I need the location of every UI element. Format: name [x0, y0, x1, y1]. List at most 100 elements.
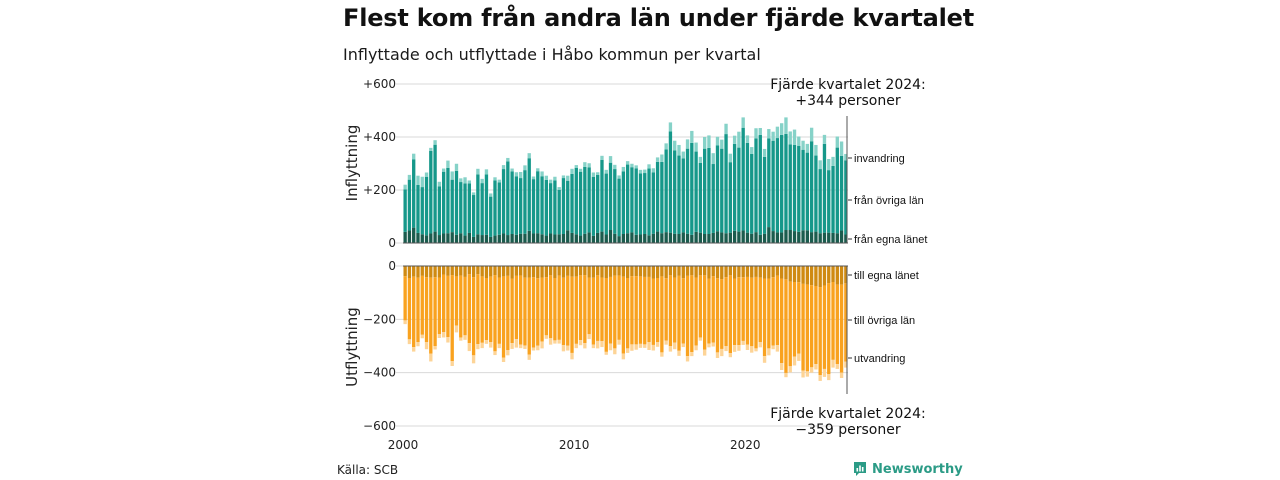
bar-segment [591, 266, 596, 278]
bar-segment [561, 178, 566, 234]
bar-segment [797, 136, 801, 147]
bar-segment [433, 231, 437, 243]
bar-segment [767, 138, 771, 228]
annotation-value: +344 personer [795, 93, 901, 109]
bar-segment [510, 343, 514, 349]
bar-segment [741, 266, 745, 278]
bar-segment [698, 232, 703, 243]
bar-segment [754, 276, 758, 349]
bar-segment [501, 357, 506, 362]
bar-segment [638, 343, 643, 348]
bar-segment [424, 277, 429, 342]
bar-segment [728, 162, 732, 233]
bar-segment [732, 278, 737, 346]
bar-segment [548, 183, 553, 234]
bar-segment [673, 266, 677, 278]
bar-segment [583, 275, 587, 344]
bar-segment [835, 147, 839, 234]
bar-segment [523, 345, 527, 349]
bar-segment [617, 178, 621, 237]
bar-segment [784, 230, 788, 243]
bar-segment [617, 275, 621, 340]
bar-segment [497, 277, 501, 344]
bar-segment [519, 171, 523, 179]
bar-segment [844, 153, 848, 161]
bar-segment [844, 361, 848, 368]
bar-segment [489, 236, 493, 243]
bar-segment [561, 233, 566, 243]
bar-segment [553, 176, 557, 181]
bar-segment [531, 347, 536, 351]
bar-segment [664, 143, 668, 150]
bar-segment [467, 183, 471, 233]
bar-segment [403, 320, 407, 325]
bar-segment [809, 127, 814, 142]
bar-segment [707, 343, 711, 348]
bar-segment [775, 126, 780, 139]
outflow-panel: 0 −200 −400 −600 Utflyttning till egna länet t… [343, 259, 926, 438]
bar-segment [711, 232, 715, 243]
bar-segment [792, 231, 797, 243]
bar-segment [792, 144, 797, 232]
bar-segment [839, 372, 844, 378]
bar-segment [625, 233, 630, 243]
bar-segment [745, 232, 750, 243]
bar-segment [685, 275, 690, 357]
bar-segment [476, 266, 480, 275]
bar-segment [698, 156, 703, 163]
bar-segment [780, 266, 784, 279]
bar-segment [429, 277, 433, 354]
bar-segment [844, 160, 848, 235]
bar-segment [501, 276, 506, 358]
bar-segment [634, 165, 638, 169]
bar-segment [596, 172, 600, 175]
bar-segment [467, 343, 471, 352]
bar-segment [767, 278, 771, 349]
bar-segment [647, 235, 651, 243]
bar-segment [553, 340, 557, 344]
bar-segment [608, 276, 613, 344]
bar-segment [647, 342, 651, 350]
bar-segment [822, 266, 827, 286]
bar-segment [446, 233, 450, 243]
bar-segment [809, 141, 814, 233]
bar-segment [506, 266, 510, 276]
bar-segment [454, 325, 459, 333]
bar-segment [600, 277, 604, 342]
bar-segment [570, 168, 574, 174]
bar-segment [437, 277, 442, 334]
y-tick-label: −200 [363, 312, 396, 326]
bar-segment [839, 266, 844, 285]
bar-segment [655, 278, 660, 342]
bar-segment [720, 279, 724, 349]
bar-segment [707, 135, 711, 148]
bar-segment [403, 276, 407, 321]
bar-segment [681, 232, 685, 243]
bar-segment [446, 337, 450, 343]
bar-segment [459, 233, 463, 243]
bar-segment [604, 234, 608, 243]
bar-segment [673, 342, 677, 350]
bar-segment [651, 344, 655, 351]
bar-segment [437, 334, 442, 338]
bar-segment [818, 169, 822, 234]
bar-segment [570, 276, 574, 353]
bar-segment [621, 233, 626, 243]
bar-segment [643, 344, 647, 348]
bar-segment [540, 277, 544, 342]
bar-segment [583, 166, 587, 234]
newsworthy-logo-icon [854, 462, 866, 476]
bar-segment [510, 171, 514, 234]
bar-segment [463, 266, 467, 277]
bar-segment [476, 274, 480, 345]
bar-segment [540, 234, 544, 243]
bar-segment [677, 144, 681, 156]
bar-segment [510, 278, 514, 344]
bar-segment [463, 177, 467, 184]
bar-segment [827, 159, 831, 171]
bar-segment [583, 266, 587, 276]
bar-segment [822, 143, 827, 233]
bar-segment [587, 334, 591, 340]
bar-segment [527, 266, 531, 278]
bar-segment [711, 266, 715, 277]
